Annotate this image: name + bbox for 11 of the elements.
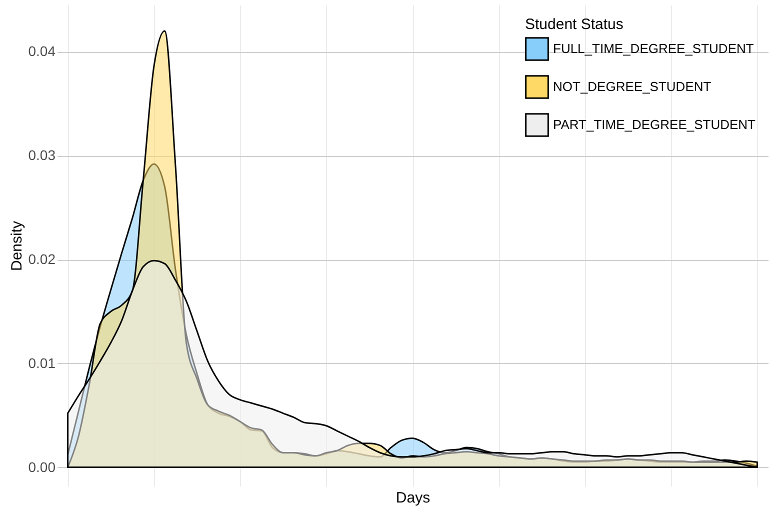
y-axis-title: Density xyxy=(8,220,26,272)
y-tick-label: 0.04 xyxy=(28,43,56,60)
y-tick-label: 0.01 xyxy=(28,354,56,371)
y-tick-label: 0.02 xyxy=(28,251,56,268)
legend-label: FULL_TIME_DEGREE_STUDENT xyxy=(553,41,754,56)
y-tick-label: 0.03 xyxy=(28,147,56,164)
x-axis-title: Days xyxy=(396,490,430,506)
legend-title: Student Status xyxy=(525,16,624,33)
y-tick-label: 0.00 xyxy=(28,458,56,475)
legend-label: PART_TIME_DEGREE_STUDENT xyxy=(553,117,756,132)
legend-label: NOT_DEGREE_STUDENT xyxy=(553,79,712,94)
